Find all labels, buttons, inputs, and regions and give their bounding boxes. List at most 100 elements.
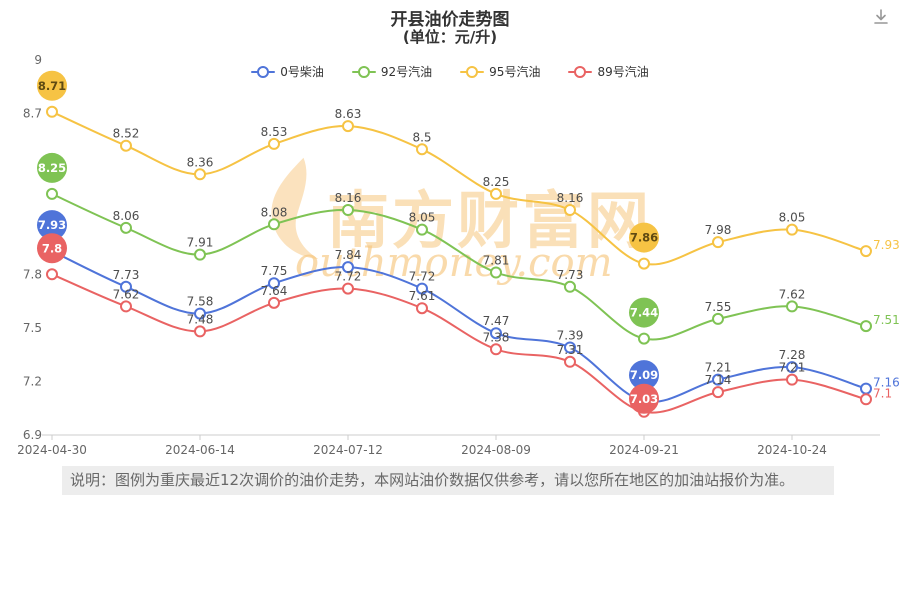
download-icon[interactable] (872, 8, 890, 30)
data-point-0号柴油-10[interactable] (786, 361, 798, 374)
data-point-95号汽油-9[interactable] (712, 236, 724, 249)
value-label: 7.47 (483, 314, 510, 328)
badge-0号柴油-8[interactable] (629, 360, 659, 391)
badge-value-label: 7.09 (630, 368, 658, 382)
value-label: 7.55 (705, 300, 732, 314)
badge-value-label: 7.86 (630, 231, 658, 245)
data-point-95号汽油-4[interactable] (342, 120, 354, 133)
data-point-89号汽油-9[interactable] (712, 386, 724, 399)
series-line-92号汽油 (51, 192, 867, 341)
end-value-label: 7.51 (873, 313, 900, 327)
value-label: 8.16 (335, 191, 362, 205)
page-title: 开县油价走势图 (390, 10, 510, 30)
badge-89号汽油-0[interactable] (37, 233, 67, 264)
value-label: 7.72 (409, 270, 436, 284)
data-point-95号汽油-3[interactable] (268, 137, 280, 150)
data-point-92号汽油-9[interactable] (712, 312, 724, 325)
data-point-92号汽油-2[interactable] (194, 248, 206, 261)
legend-item-0号柴油[interactable]: 0号柴油 (251, 63, 324, 80)
value-label: 7.14 (705, 373, 732, 387)
data-point-0号柴油-3[interactable] (268, 277, 280, 290)
legend-marker-icon (251, 65, 276, 78)
legend: 0号柴油 92号汽油 95号汽油 89号汽油 (0, 63, 900, 80)
data-point-89号汽油-5[interactable] (416, 302, 428, 315)
data-point-89号汽油-2[interactable] (194, 325, 206, 338)
data-point-95号汽油-1[interactable] (120, 139, 132, 152)
y-axis-label: 9 (34, 53, 42, 67)
y-axis-label: 6.9 (23, 428, 42, 442)
data-point-92号汽油-7[interactable] (564, 280, 576, 293)
data-point-92号汽油-1[interactable] (120, 221, 132, 234)
value-label: 7.39 (557, 329, 584, 343)
badge-0号柴油-0[interactable] (37, 210, 67, 241)
data-point-92号汽油-0[interactable] (46, 187, 58, 200)
value-label: 7.21 (779, 361, 806, 375)
data-point-0号柴油-1[interactable] (120, 280, 132, 293)
legend-label: 0号柴油 (280, 65, 324, 79)
value-label: 7.75 (261, 264, 288, 278)
badge-95号汽油-8[interactable] (629, 222, 659, 253)
data-point-92号汽油-10[interactable] (786, 300, 798, 313)
value-label: 7.72 (335, 270, 362, 284)
value-label: 8.08 (261, 205, 288, 219)
value-label: 7.73 (113, 268, 140, 282)
data-point-92号汽油-6[interactable] (490, 266, 502, 279)
data-point-95号汽油-0[interactable] (46, 105, 58, 118)
data-point-0号柴油-5[interactable] (416, 282, 428, 295)
data-point-95号汽油-10[interactable] (786, 223, 798, 236)
data-point-0号柴油-11[interactable] (860, 382, 872, 395)
data-point-95号汽油-11[interactable] (860, 245, 872, 258)
data-point-89号汽油-0[interactable] (46, 268, 58, 281)
data-point-89号汽油-4[interactable] (342, 282, 354, 295)
data-point-0号柴油-9[interactable] (712, 373, 724, 386)
legend-marker-icon (568, 65, 593, 78)
series-line-95号汽油 (51, 110, 867, 266)
data-point-0号柴油-2[interactable] (194, 307, 206, 320)
data-point-95号汽油-6[interactable] (490, 187, 502, 200)
x-axis-label: 2024-07-12 (313, 443, 383, 457)
data-point-92号汽油-3[interactable] (268, 218, 280, 231)
x-axis-label: 2024-10-24 (757, 443, 827, 457)
data-point-89号汽油-7[interactable] (564, 355, 576, 368)
data-point-95号汽油-2[interactable] (194, 168, 206, 181)
legend-label: 92号汽油 (380, 65, 433, 79)
data-point-0号柴油-7[interactable] (564, 341, 576, 354)
end-value-label: 7.1 (873, 386, 892, 400)
value-label: 7.38 (483, 330, 510, 344)
data-point-92号汽油-4[interactable] (342, 204, 354, 216)
data-point-89号汽油-11[interactable] (860, 393, 872, 406)
value-label: 8.53 (261, 125, 288, 139)
data-point-92号汽油-11[interactable] (860, 320, 872, 333)
data-point-92号汽油-8[interactable] (638, 332, 650, 345)
data-point-89号汽油-1[interactable] (120, 300, 132, 313)
data-point-0号柴油-6[interactable] (490, 327, 502, 340)
value-label: 7.31 (557, 343, 584, 357)
data-point-92号汽油-5[interactable] (416, 223, 428, 236)
data-point-95号汽油-5[interactable] (416, 143, 428, 156)
badge-value-label: 7.8 (42, 241, 62, 255)
chart-canvas: 2024-04-30 2024-06-14 2024-07-12 2024-08-09… (17, 53, 900, 457)
data-point-89号汽油-6[interactable] (490, 343, 502, 356)
badge-92号汽油-0[interactable] (37, 152, 67, 183)
value-label: 8.05 (779, 211, 806, 225)
badge-95号汽油-0[interactable] (37, 70, 67, 101)
legend-item-95号汽油[interactable]: 95号汽油 (460, 63, 540, 80)
value-label: 8.5 (412, 130, 431, 144)
value-label: 7.21 (705, 361, 732, 375)
data-point-95号汽油-8[interactable] (638, 257, 650, 270)
x-axis-label: 2024-04-30 (17, 443, 87, 457)
data-point-95号汽油-7[interactable] (564, 204, 576, 216)
value-label: 7.98 (705, 223, 732, 237)
legend-item-89号汽油[interactable]: 89号汽油 (568, 63, 649, 80)
badge-value-label: 7.93 (38, 218, 66, 232)
y-axis-label: 7.2 (23, 374, 42, 388)
badge-92号汽油-8[interactable] (629, 297, 659, 328)
legend-item-92号汽油[interactable]: 92号汽油 (351, 63, 433, 80)
value-label: 7.62 (779, 287, 806, 301)
badge-89号汽油-8[interactable] (629, 383, 659, 414)
data-point-89号汽油-3[interactable] (268, 296, 280, 309)
value-label: 7.73 (557, 268, 584, 282)
legend-label: 95号汽油 (489, 65, 541, 79)
data-point-0号柴油-4[interactable] (342, 261, 354, 274)
data-point-89号汽油-10[interactable] (786, 373, 798, 386)
